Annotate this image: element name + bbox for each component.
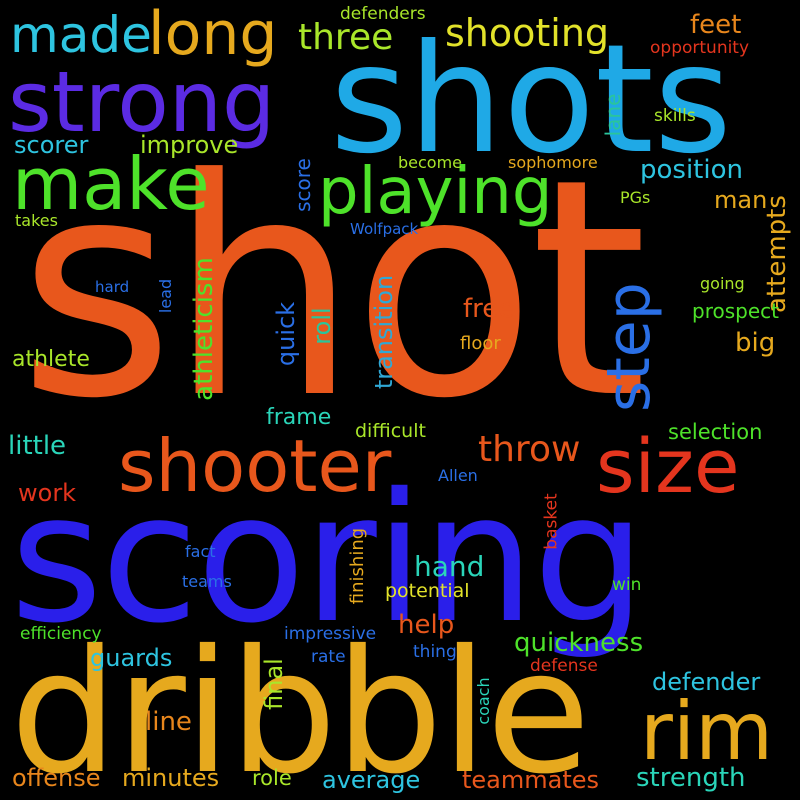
word-average: average	[322, 766, 421, 794]
word-floor: floor	[460, 333, 501, 354]
word-hard: hard	[95, 278, 130, 296]
word-help: help	[398, 610, 455, 640]
word-opportunity: opportunity	[650, 38, 750, 58]
word-efficiency: efficiency	[20, 624, 102, 644]
word-takes: takes	[15, 211, 58, 230]
word-pgs: PGs	[620, 188, 651, 207]
word-transition: transition	[370, 274, 398, 390]
word-impressive: impressive	[284, 624, 377, 644]
word-minutes: minutes	[122, 764, 220, 792]
word-offense: offense	[12, 764, 101, 792]
word-quick: quick	[272, 301, 300, 367]
word-throw: throw	[478, 429, 581, 470]
word-step: step	[594, 282, 664, 412]
word-become: become	[398, 153, 463, 172]
word-guards: guards	[90, 644, 173, 672]
word-score: score	[291, 158, 315, 212]
word-prospect: prospect	[692, 299, 779, 323]
word-shooting: shooting	[445, 11, 610, 55]
word-position: position	[640, 155, 743, 185]
word-feet: feet	[690, 10, 742, 40]
word-roll: roll	[308, 307, 336, 345]
word-coach: coach	[474, 677, 493, 725]
word-allen: Allen	[438, 466, 478, 485]
word-rim: rim	[640, 685, 774, 778]
word-improve: improve	[140, 131, 239, 159]
word-free: free	[463, 294, 515, 324]
word-wolfpack: Wolfpack	[350, 220, 419, 238]
word-teammates: teammates	[462, 766, 600, 794]
word-potential: potential	[385, 580, 470, 602]
word-hand: hand	[414, 550, 485, 583]
word-scoring: scoring	[10, 455, 646, 662]
word-size: size	[596, 424, 740, 510]
word-shots: shots	[330, 13, 732, 187]
word-athlete: athlete	[12, 347, 90, 372]
word-strong: strong	[8, 53, 276, 151]
word-sophomore: sophomore	[508, 153, 598, 172]
word-skills: skills	[654, 106, 696, 126]
word-frame: frame	[266, 405, 332, 430]
word-win: win	[612, 575, 642, 595]
word-playing: playing	[318, 155, 553, 229]
word-man: man	[714, 186, 768, 214]
word-athleticism: athleticism	[189, 257, 219, 401]
word-fact: fact	[185, 542, 216, 561]
word-dribble: dribble	[10, 614, 591, 800]
word-finishing: finishing	[347, 527, 368, 605]
word-lane: lane	[601, 93, 625, 137]
word-quickness: quickness	[514, 628, 644, 658]
word-thing: thing	[413, 642, 457, 662]
word-lead: lead	[156, 278, 175, 314]
word-attempts: attempts	[762, 195, 792, 313]
word-strength: strength	[636, 763, 746, 793]
word-big: big	[735, 328, 776, 358]
word-shooter: shooter	[118, 424, 392, 508]
word-teams: teams	[182, 572, 232, 591]
word-rate: rate	[311, 647, 346, 667]
word-make: make	[12, 142, 210, 226]
word-final: final	[260, 658, 288, 710]
word-work: work	[18, 479, 77, 507]
word-made: made	[10, 6, 152, 64]
word-line: line	[145, 707, 192, 737]
word-little: little	[8, 431, 67, 461]
word-long: long	[148, 0, 278, 69]
word-defender: defender	[652, 668, 761, 696]
word-difficult: difficult	[355, 420, 426, 442]
word-defense: defense	[530, 656, 598, 676]
word-scorer: scorer	[14, 131, 89, 159]
word-three: three	[298, 17, 394, 58]
word-basket: basket	[541, 493, 562, 550]
word-shot: shot	[18, 115, 648, 464]
word-going: going	[700, 274, 745, 293]
word-selection: selection	[668, 420, 763, 444]
word-role: role	[252, 766, 292, 790]
word-defenders: defenders	[340, 4, 426, 24]
